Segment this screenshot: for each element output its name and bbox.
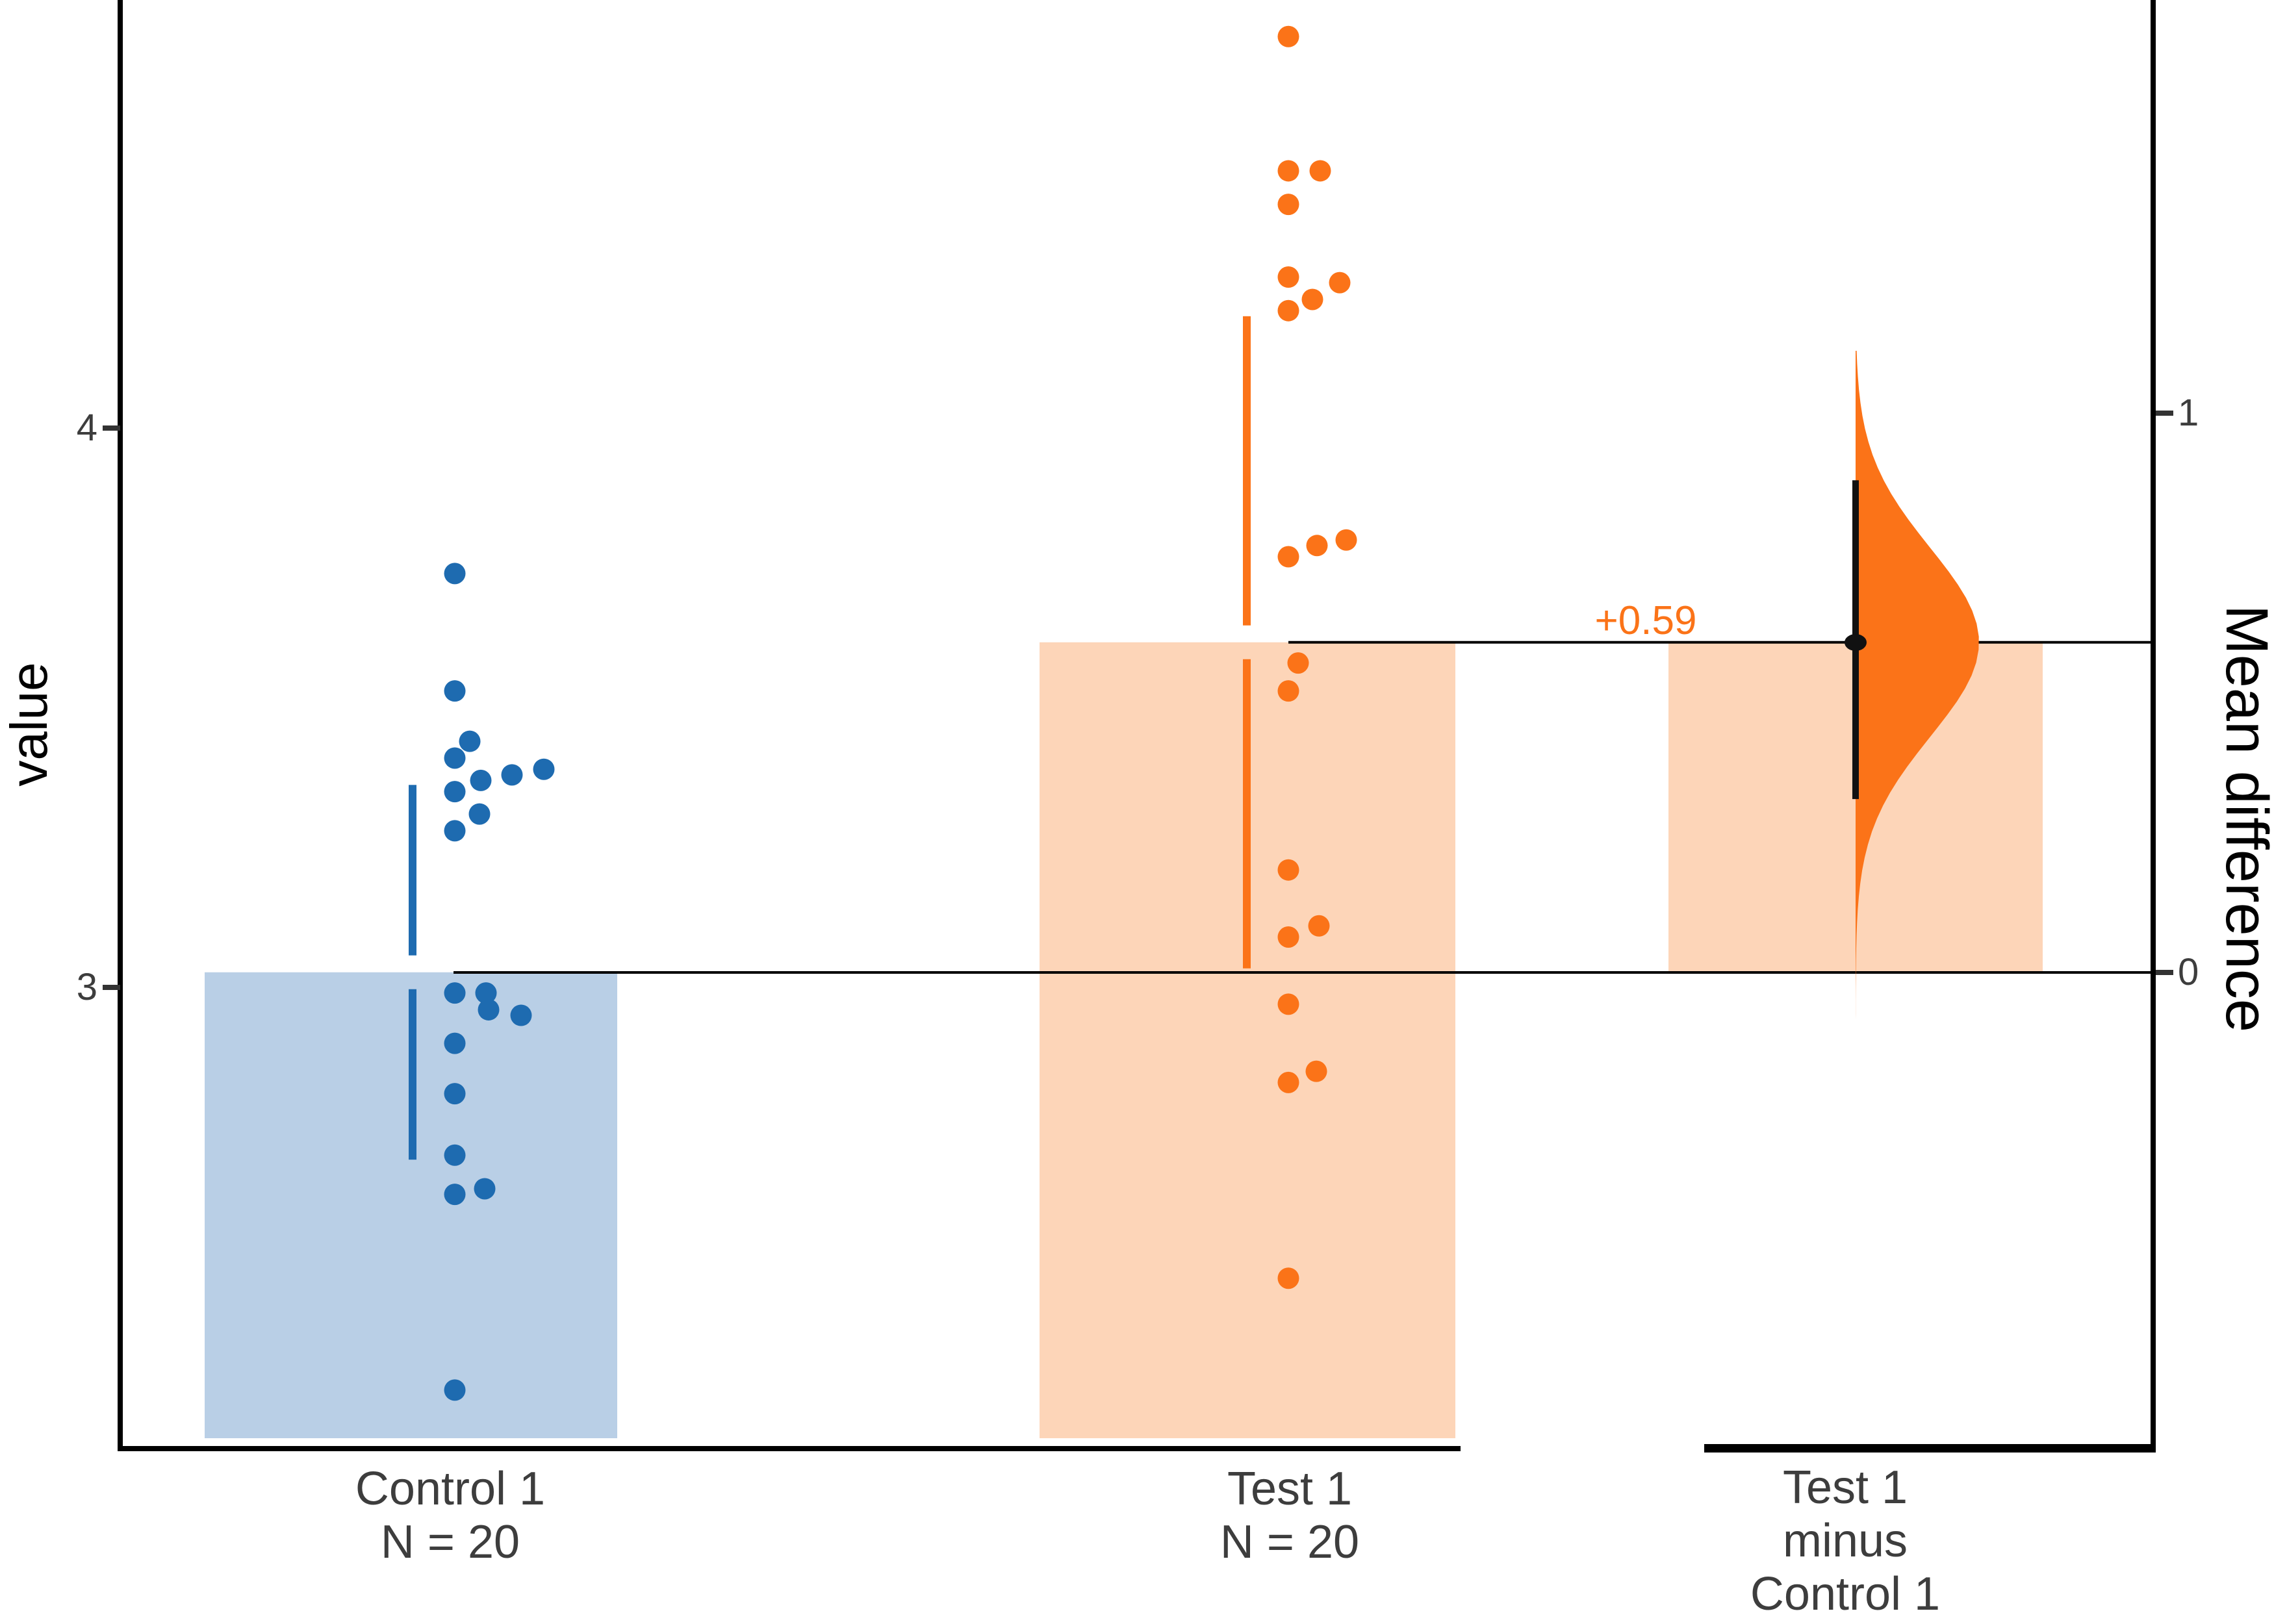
- mean-difference-marker: [1845, 634, 1867, 652]
- data-point: [444, 1184, 466, 1206]
- x-label-control-name: Control 1: [355, 1463, 546, 1515]
- sd-line-upper: [409, 785, 416, 956]
- data-point: [444, 1083, 466, 1105]
- data-point: [533, 758, 555, 780]
- x-label-diff-line3: Control 1: [1750, 1568, 1941, 1620]
- data-point: [444, 747, 466, 769]
- x-label-diff-line1: Test 1: [1782, 1462, 1908, 1514]
- data-point: [444, 1379, 466, 1401]
- data-point: [510, 1004, 532, 1026]
- data-point: [1277, 546, 1299, 568]
- control-mean-line: [454, 971, 2153, 974]
- tick-mark: [2156, 970, 2173, 975]
- data-point: [444, 680, 466, 702]
- right-spine: [2151, 0, 2156, 1451]
- data-point: [1277, 299, 1299, 322]
- data-point: [1277, 680, 1299, 702]
- sd-line-lower: [1243, 659, 1251, 969]
- data-point: [1309, 160, 1331, 182]
- data-point: [1335, 529, 1357, 551]
- data-point: [1301, 288, 1323, 311]
- diff-axis-title: Mean difference: [2214, 604, 2274, 1033]
- data-point: [470, 769, 492, 791]
- difference-axis-line: [1704, 1444, 2156, 1453]
- data-point: [478, 998, 500, 1021]
- data-point: [1277, 266, 1299, 288]
- data-point: [475, 982, 497, 1004]
- data-point: [1287, 652, 1309, 674]
- data-point: [444, 563, 466, 585]
- tick-mark: [2156, 411, 2173, 416]
- data-point: [444, 1144, 466, 1166]
- x-label-difference: Test 1 minus Control 1: [1585, 1461, 2105, 1621]
- x-label-test-n: N = 20: [1220, 1516, 1360, 1568]
- data-point: [474, 1178, 496, 1200]
- data-point: [1308, 915, 1330, 937]
- data-point: [1277, 1267, 1299, 1289]
- data-point: [444, 820, 466, 842]
- data-point: [1277, 1071, 1299, 1093]
- test-mean-line: [1288, 641, 2153, 644]
- data-point: [468, 803, 491, 825]
- x-label-diff-line2: minus: [1782, 1515, 1908, 1567]
- data-point: [1277, 194, 1299, 216]
- bottom-spine: [118, 1446, 1461, 1451]
- x-label-control: Control 1 N = 20: [190, 1462, 710, 1569]
- data-point: [1306, 535, 1328, 557]
- data-point: [444, 1032, 466, 1054]
- left-spine: [118, 0, 123, 1451]
- x-label-control-n: N = 20: [380, 1516, 520, 1568]
- data-point: [459, 730, 481, 752]
- tick-mark: [103, 425, 120, 431]
- x-label-test-name: Test 1: [1227, 1463, 1353, 1515]
- data-point: [1277, 993, 1299, 1015]
- data-point: [1329, 272, 1351, 294]
- bootstrap-distribution: [1856, 351, 1979, 1020]
- tick-mark: [103, 985, 120, 990]
- data-point: [444, 781, 466, 803]
- y-axis-title: value: [0, 662, 58, 787]
- data-point: [1277, 25, 1299, 47]
- data-point: [444, 982, 466, 1004]
- sd-line-lower: [409, 989, 416, 1160]
- data-point: [1277, 160, 1299, 182]
- data-point: [1305, 1060, 1327, 1082]
- mean-difference-annotation: +0.59: [1594, 598, 1697, 643]
- x-label-test: Test 1 N = 20: [1030, 1462, 1550, 1569]
- sd-line-upper: [1243, 316, 1251, 626]
- y-axis-tick-3: 3: [76, 966, 97, 1008]
- data-point: [1277, 926, 1299, 948]
- diff-axis-tick-0: 0: [2178, 951, 2199, 993]
- data-point: [1277, 859, 1299, 881]
- y-axis-tick-4: 4: [76, 407, 97, 449]
- diff-axis-tick-1: 1: [2178, 392, 2199, 434]
- data-point: [501, 764, 523, 786]
